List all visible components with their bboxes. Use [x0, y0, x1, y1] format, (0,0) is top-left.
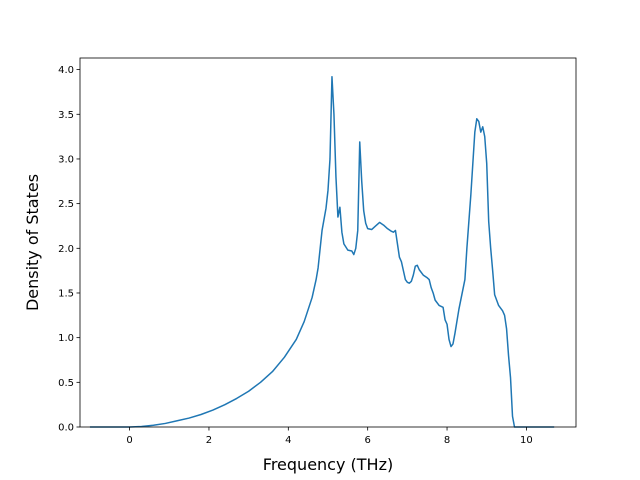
y-tick-label: 2.5 — [58, 199, 74, 210]
y-tick-label: 0.0 — [58, 423, 74, 434]
dos-series-line-0 — [89, 76, 555, 428]
y-tick-label: 1.0 — [58, 333, 74, 344]
x-tick-label: 0 — [126, 435, 132, 446]
axes-frame — [79, 57, 577, 428]
x-axis-label: Frequency (THz) — [263, 455, 393, 474]
x-tick-label: 8 — [444, 435, 450, 446]
y-tick-label: 4.0 — [58, 65, 74, 76]
y-tick-label: 2.0 — [58, 244, 74, 255]
y-axis: 0.0 0.5 1.0 1.5 2.0 2.5 3.0 3.5 4.0 — [58, 65, 80, 434]
x-tick-label: 10 — [520, 435, 533, 446]
x-tick-label: 6 — [364, 435, 370, 446]
y-tick-label: 0.5 — [58, 378, 74, 389]
x-axis: 0 2 4 6 8 10 — [126, 427, 533, 446]
y-tick-label: 3.5 — [58, 110, 74, 121]
x-tick-label: 2 — [206, 435, 212, 446]
y-tick-label: 1.5 — [58, 288, 74, 299]
y-axis-label: Density of States — [23, 174, 42, 311]
x-tick-label: 4 — [285, 435, 291, 446]
plot-area — [89, 76, 555, 428]
y-tick-label: 3.0 — [58, 154, 74, 165]
